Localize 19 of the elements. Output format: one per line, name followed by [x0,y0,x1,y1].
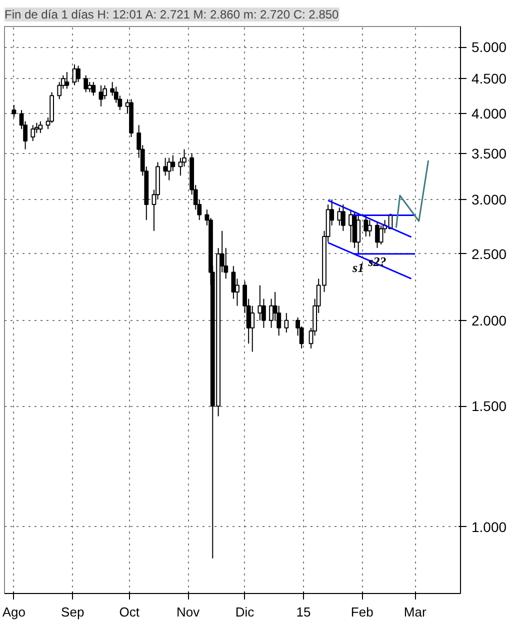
x-tick-label: Sep [61,604,84,620]
y-tick-label: 2.500 [472,246,507,262]
y-tick-label: 1.500 [472,398,507,414]
x-tick-label: Mar [404,604,427,620]
x-tick-label: Oct [119,604,140,620]
y-tick-label: 4.500 [472,70,507,87]
chart-title: Fin de día 1 días H: 12:01 A: 2.721 M: 2.860 m: 2.720 C: 2.850 [4,8,340,22]
y-tick-label: 4.000 [472,106,507,122]
x-tick-label: Nov [176,604,200,620]
x-tick-label: 15 [296,604,311,620]
y-tick-label: 5.000 [472,39,507,56]
x-tick-label: Feb [350,604,374,620]
x-tick-label: Dic [235,604,255,620]
y-tick-label: 2.000 [472,312,507,328]
y-tick-label: 3.500 [472,146,507,162]
y-tick-label: 3.000 [472,191,507,208]
annotation: s1 [352,260,364,275]
y-tick-label: 1.000 [472,518,507,535]
x-tick-label: Ago [2,604,26,620]
